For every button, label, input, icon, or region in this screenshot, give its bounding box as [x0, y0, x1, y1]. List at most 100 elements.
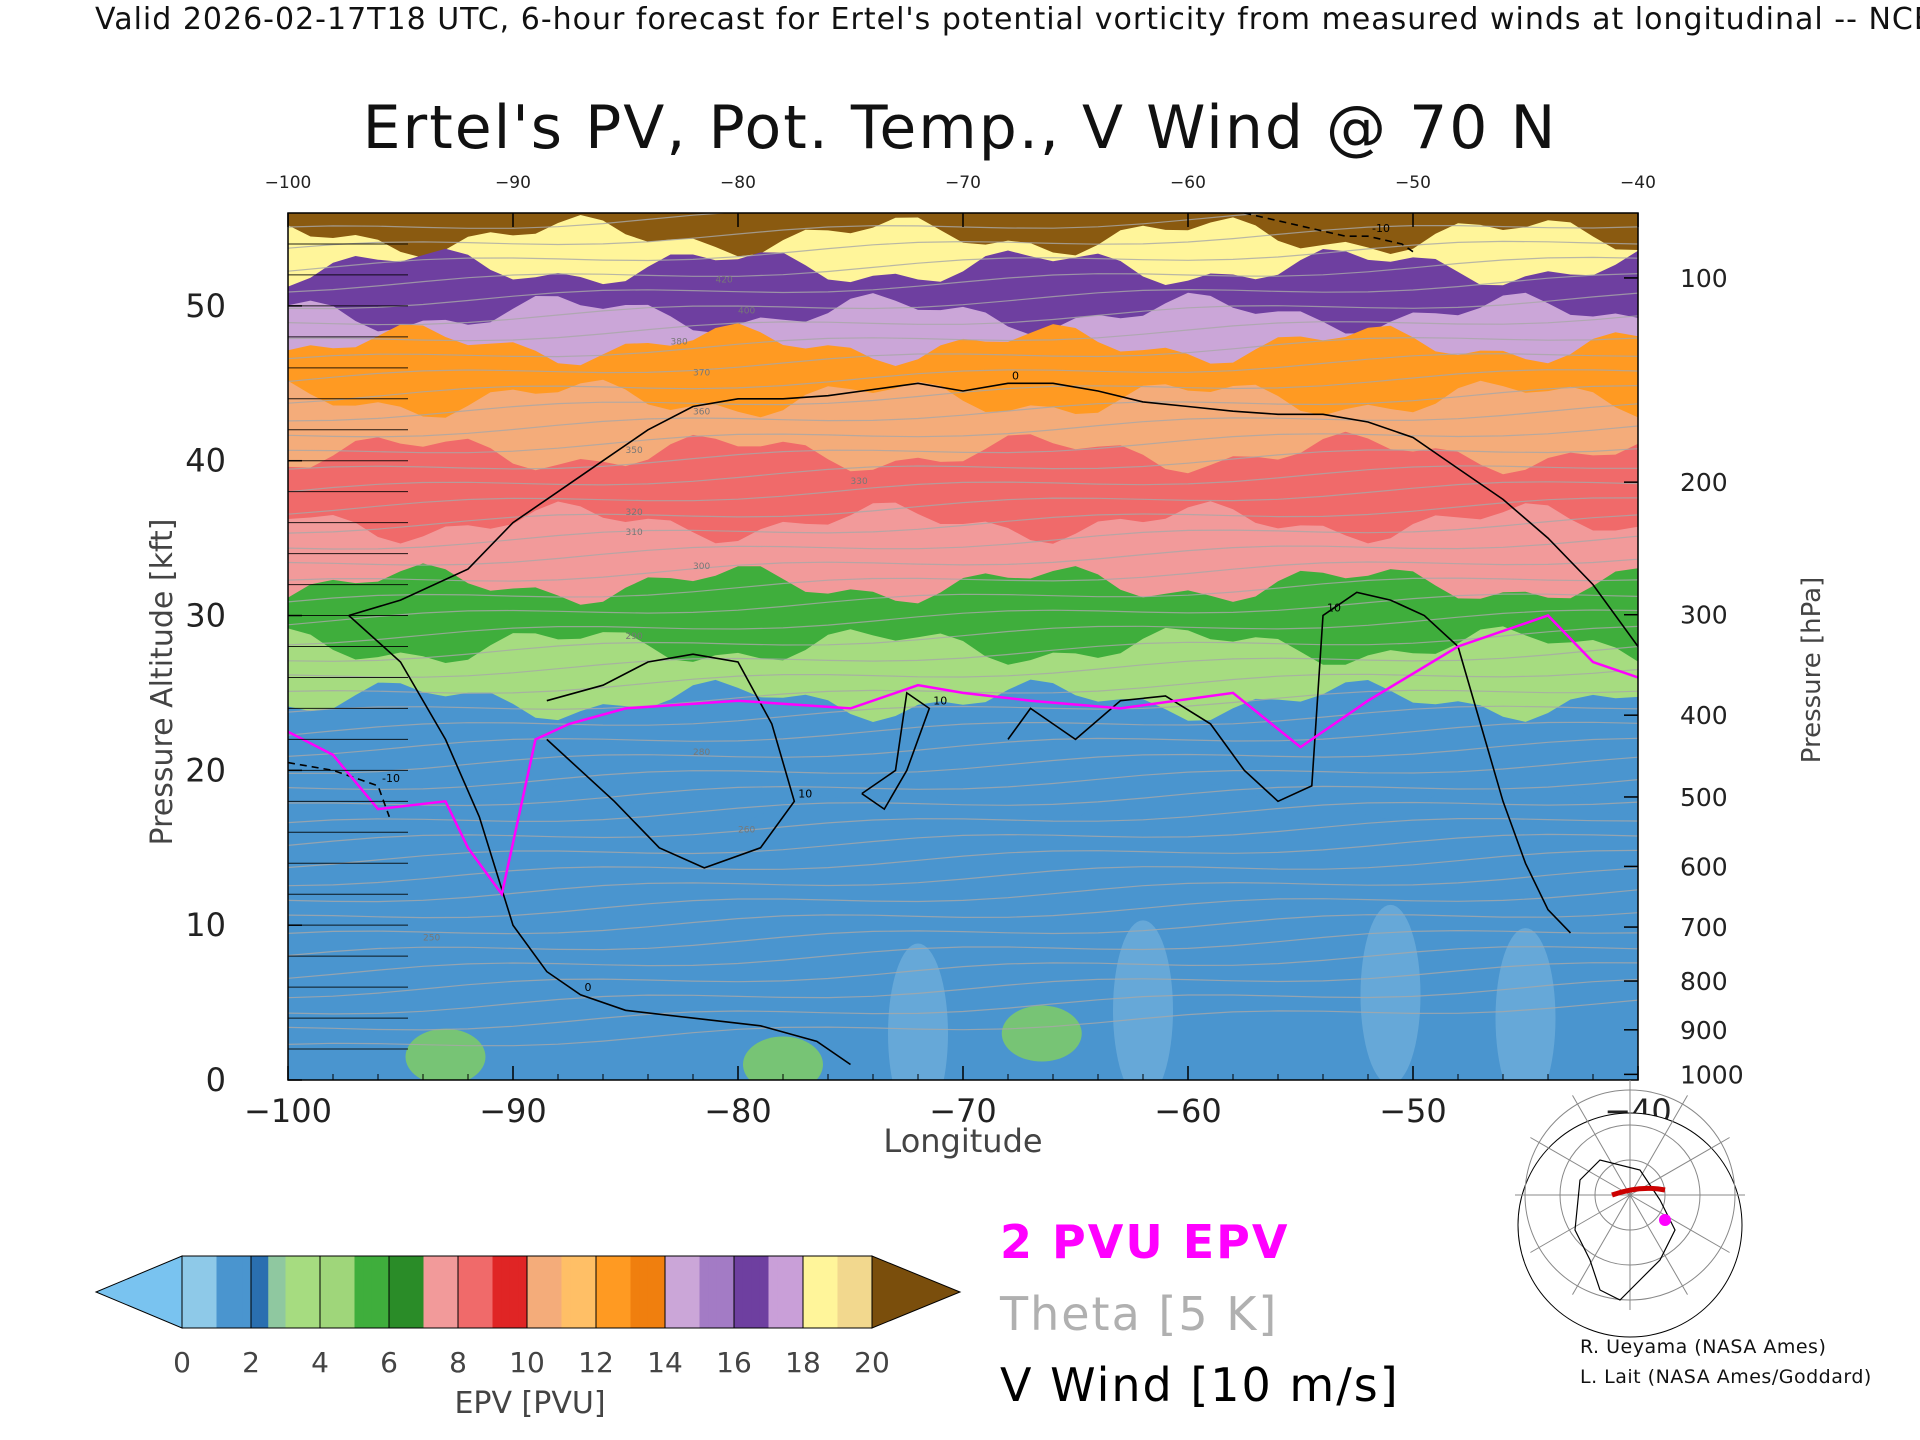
colorbar-cell	[406, 1256, 416, 1328]
colorbar-cell	[207, 1256, 218, 1328]
colorbar-cell	[216, 1256, 226, 1328]
map-location-marker	[1659, 1214, 1671, 1226]
map-meridian	[1629, 1194, 1688, 1295]
epv-band-1.2	[288, 780, 1638, 1080]
colorbar-cell	[596, 1256, 606, 1328]
theta-contour	[288, 609, 1638, 662]
colorbar-cell	[320, 1256, 330, 1328]
legend-vwind: V Wind [10 m/s]	[1000, 1358, 1400, 1412]
epv-green-patch-0	[743, 1036, 823, 1080]
colorbar-cell	[621, 1256, 632, 1328]
colorbar-cell	[803, 1256, 813, 1328]
colorbar-label: EPV [PVU]	[454, 1386, 605, 1421]
theta-label: 330	[851, 477, 868, 487]
colorbar: 0 2 4 6 8 10 12 14 16 18 20	[94, 1255, 962, 1379]
theta-label: 360	[693, 407, 710, 417]
colorbar-cell	[725, 1256, 735, 1328]
epv-blob-3	[1495, 928, 1556, 1080]
vwind-contour-label: -10	[382, 772, 400, 785]
colorbar-over-arrow	[871, 1255, 962, 1329]
map-cross-section-track	[1611, 1185, 1666, 1198]
x-tick-label-top: −90	[495, 173, 531, 193]
theta-contour	[288, 593, 1638, 646]
colorbar-cell	[276, 1256, 287, 1328]
theta-contour	[288, 801, 1638, 846]
colorbar-cell	[552, 1256, 563, 1328]
y-right-tick-label: 500	[1680, 783, 1728, 812]
colorbar-cell	[759, 1256, 770, 1328]
colorbar-cell	[492, 1256, 502, 1328]
theta-label: 320	[626, 508, 643, 518]
vwind-contour	[1007, 591, 1572, 934]
y-right-tick-label: 1000	[1680, 1060, 1744, 1089]
theta-contour	[288, 558, 1638, 603]
theta-contour	[288, 889, 1638, 935]
x-axis-label: Longitude	[883, 1122, 1042, 1160]
colorbar-cell	[423, 1256, 433, 1328]
y-tick-label: 10	[185, 906, 226, 944]
colorbar-cell	[647, 1256, 657, 1328]
colorbar-cell	[527, 1256, 537, 1328]
colorbar-cell	[397, 1256, 407, 1328]
epv-blob-1	[1113, 920, 1173, 1080]
colorbar-cell	[794, 1256, 804, 1328]
legend-epv: 2 PVU EPV	[1000, 1215, 1290, 1269]
epv-color-field	[288, 213, 1638, 1080]
theta-contours: 250 260 280 290 300 310 320 330 350 360 370 380 400 4…	[288, 213, 1638, 1047]
theta-contour	[288, 962, 1638, 1015]
map-meridian	[1572, 1194, 1631, 1295]
vwind-contour-label: 0	[1012, 369, 1019, 382]
y-right-tick-label: 700	[1680, 913, 1728, 942]
colorbar-cell	[371, 1256, 381, 1328]
x-tick-label: −100	[244, 1092, 332, 1130]
colorbar-cell	[544, 1256, 554, 1328]
colorbar-cell	[182, 1256, 192, 1328]
credit-line-2: L. Lait (NASA Ames/Goddard)	[1580, 1366, 1872, 1388]
theta-label: 260	[738, 825, 755, 835]
colorbar-cell	[708, 1256, 718, 1328]
colorbar-cell	[440, 1256, 450, 1328]
colorbar-tick-label: 8	[449, 1346, 467, 1379]
y-tick-label: 50	[185, 287, 226, 325]
colorbar-cell	[302, 1256, 312, 1328]
theta-contour	[288, 625, 1638, 678]
theta-contour	[288, 240, 1638, 293]
x-tick-label-top: −60	[1170, 173, 1206, 193]
theta-contour	[288, 867, 1638, 919]
colorbar-tick-label: 10	[509, 1346, 545, 1379]
theta-label: 380	[671, 338, 688, 348]
theta-contour	[288, 369, 1638, 422]
y-right-tick-label: 800	[1680, 967, 1728, 996]
map-meridian	[1572, 1095, 1631, 1196]
vwind-contour	[348, 382, 1638, 647]
colorbar-cell	[682, 1256, 692, 1328]
colorbar-cell	[345, 1256, 356, 1328]
colorbar-tick-label: 6	[380, 1346, 398, 1379]
theta-contour	[288, 353, 1638, 404]
y-right-tick-label: 600	[1680, 852, 1728, 881]
vwind-contour	[861, 691, 931, 811]
epv-2pvu-contour	[288, 614, 1638, 898]
colorbar-cell	[285, 1256, 295, 1328]
colorbar-cell	[268, 1256, 278, 1328]
colorbar-cell	[380, 1256, 390, 1328]
colorbar-cell	[259, 1256, 269, 1328]
colorbar-cell	[570, 1256, 580, 1328]
colorbar-cell	[734, 1256, 744, 1328]
polar-map-inset	[1515, 1080, 1745, 1338]
colorbar-cell	[863, 1256, 873, 1328]
colorbar-cell	[587, 1256, 597, 1328]
colorbar-cell	[578, 1256, 588, 1328]
y-right-tick-label: 100	[1680, 264, 1728, 293]
colorbar-tick-label: 16	[716, 1346, 752, 1379]
colorbar-cell	[389, 1256, 399, 1328]
map-meridian	[1629, 1194, 1730, 1253]
x-tick-label-top: −80	[720, 173, 756, 193]
forecast-header: Valid 2026-02-17T18 UTC, 6-hour forecast…	[95, 2, 1920, 37]
theta-contour	[288, 689, 1638, 736]
x-tick-label-top: −40	[1620, 173, 1656, 193]
epv-2pvu-line	[288, 614, 1638, 898]
plot-area: 250 260 280 290 300 310 320 330 350 360 370 380 400 4…	[288, 213, 1638, 1080]
theta-label: 350	[626, 446, 643, 456]
colorbar-cell	[811, 1256, 821, 1328]
